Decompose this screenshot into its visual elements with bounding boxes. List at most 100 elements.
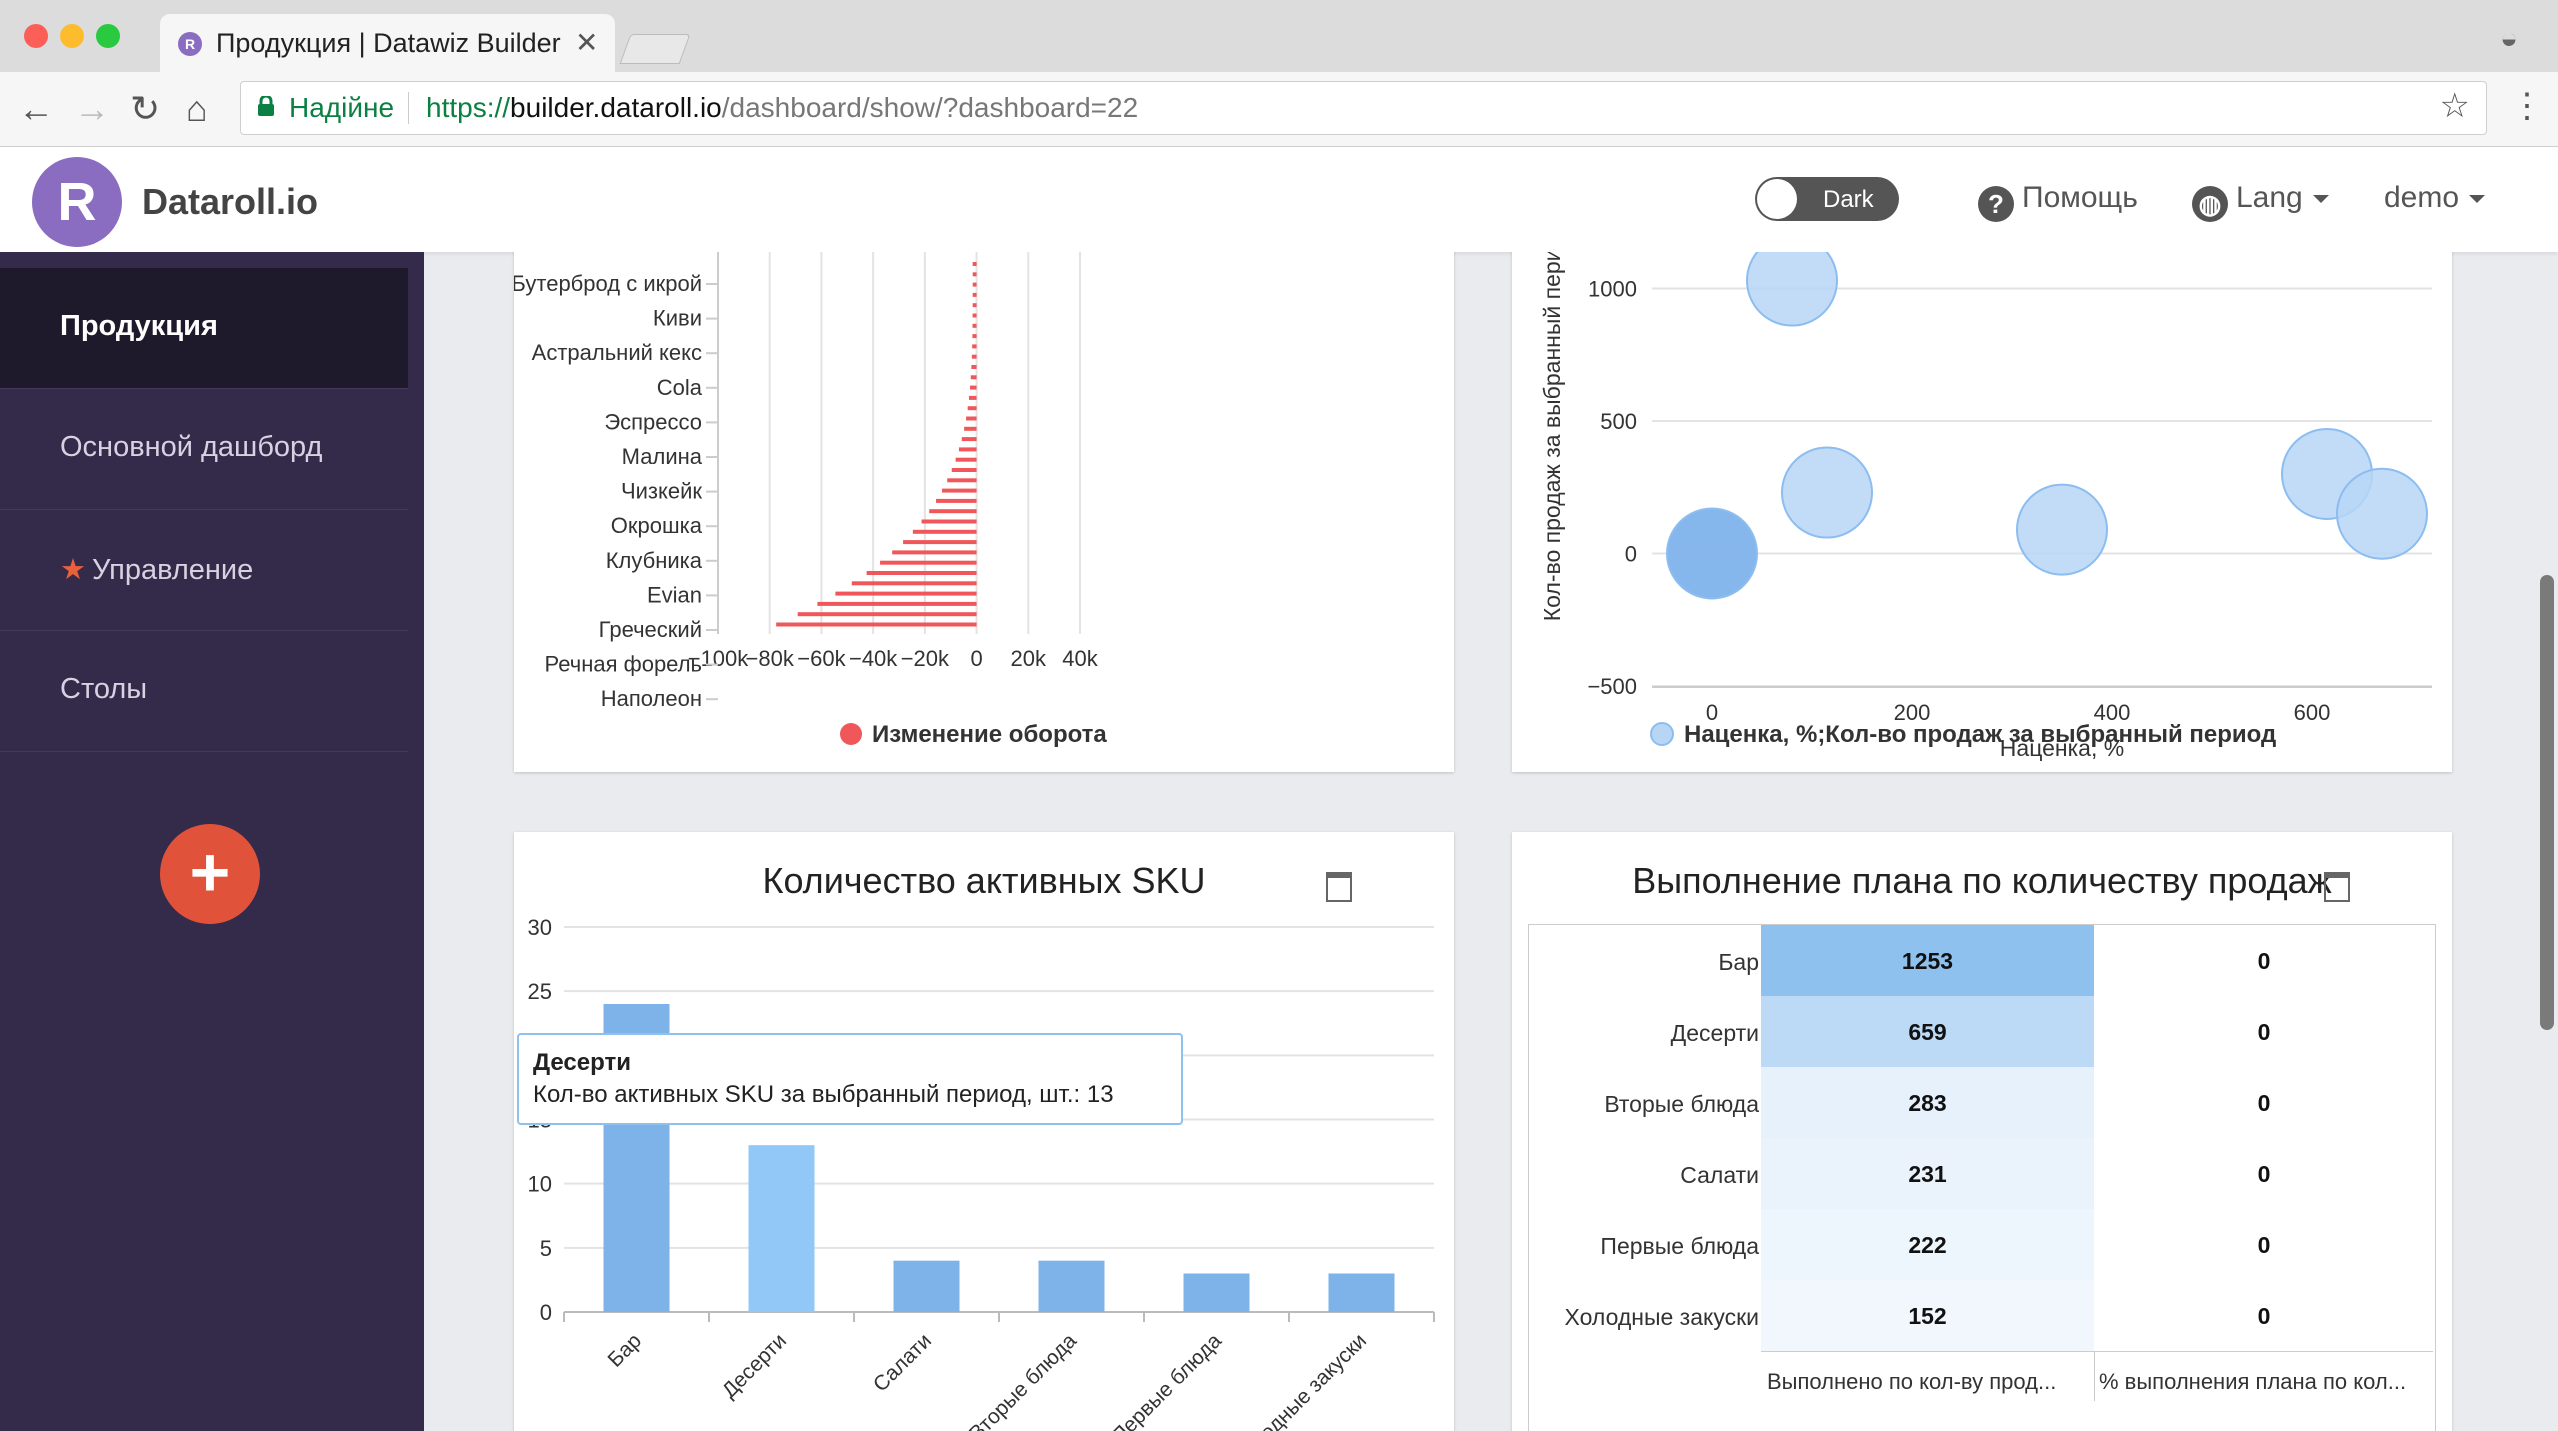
legend-label: Наценка, %;Кол-во продаж за выбранный пе…: [1684, 721, 2276, 748]
bar: [968, 395, 977, 400]
y-tick-label: Окрошка: [611, 513, 703, 538]
url-text[interactable]: https://builder.dataroll.io/dashboard/sh…: [426, 92, 1139, 123]
x-axis-title: Наценка, %: [2000, 735, 2124, 761]
y-tick-label: 30: [528, 915, 552, 940]
bar: [961, 437, 977, 442]
table-cell-done: 1253: [1761, 925, 2094, 997]
tab-title: Продукция | Datawiz Builder: [216, 28, 561, 58]
bar: [893, 1260, 960, 1312]
brand-name[interactable]: Dataroll.io: [142, 181, 319, 222]
close-window-button[interactable]: [24, 24, 48, 48]
reload-icon[interactable]: ↻: [130, 88, 161, 129]
table-cell-pct: 0: [2257, 1161, 2271, 1187]
table-cell-done: 152: [1761, 1280, 2094, 1352]
x-tick-label: Вторые блюда: [965, 1329, 1081, 1431]
bar: [970, 375, 977, 380]
column-header-done[interactable]: Выполнено по кол-ву прод...: [1767, 1369, 2057, 1394]
table-cell-done: 659: [1761, 996, 2094, 1068]
chevron-down-icon: [2312, 195, 2329, 204]
dark-mode-toggle[interactable]: Dark: [1755, 177, 1899, 221]
y-tick-label: Астральний кекс: [532, 340, 702, 365]
address-bar[interactable]: Надійне https://builder.dataroll.io/dash…: [240, 81, 2487, 135]
forward-icon[interactable]: →: [74, 88, 110, 129]
y-tick-label: 10: [528, 1172, 552, 1197]
calendar-icon[interactable]: [2324, 872, 2350, 902]
x-tick-label: Холодные закуски: [1229, 1329, 1371, 1431]
tooltip-title: Десерти: [533, 1049, 631, 1076]
y-tick-label: 0: [540, 1300, 552, 1325]
bar: [817, 601, 977, 606]
help-icon: ?: [1978, 186, 2014, 222]
chart-tooltip: Десерти Кол-во активных SKU за выбранный…: [517, 1033, 1183, 1125]
close-tab-icon[interactable]: ✕: [575, 27, 599, 58]
y-tick-label: Эспрессо: [604, 409, 702, 434]
y-tick-label: 0: [1625, 542, 1637, 567]
bar: [921, 519, 977, 524]
y-tick-label: Клубника: [606, 548, 703, 573]
x-tick-label: 40k: [1062, 646, 1098, 671]
calendar-icon[interactable]: [1326, 872, 1352, 902]
y-tick-label: Наполеон: [601, 686, 702, 711]
table-row-label: Бар: [1718, 949, 1759, 975]
bubble-chart: 1000 500 0 −500 0 200 400 600 Наценка, % Кол-во п…: [1539, 252, 2432, 761]
user-dropdown[interactable]: demo: [2384, 181, 2486, 215]
add-dashboard-button[interactable]: +: [160, 824, 260, 924]
bar: [972, 272, 977, 277]
bar: [972, 292, 977, 297]
table-cell-pct: 0: [2257, 948, 2271, 974]
bubble-point: [1781, 446, 1873, 539]
maximize-window-button[interactable]: [96, 24, 120, 48]
legend-marker: [840, 723, 862, 745]
bubble-point: [2016, 483, 2108, 576]
bar: [972, 262, 977, 266]
table-row-label: Холодные закуски: [1564, 1304, 1759, 1330]
y-tick-label: Речная форель: [545, 652, 702, 677]
logo[interactable]: R: [32, 157, 122, 247]
bar: [1183, 1273, 1250, 1312]
lang-dropdown[interactable]: ◍ Lang: [2192, 181, 2329, 222]
sidebar-item-tables[interactable]: Столы: [0, 631, 408, 752]
app-header: R Dataroll.io Dark ? Помощь ◍ Lang demo: [0, 147, 2558, 252]
x-tick-label: Бар: [604, 1329, 647, 1372]
bar: [903, 540, 977, 545]
bar: [892, 550, 977, 555]
panel-active-sku: Количество активных SKU 302520151050БарД…: [514, 832, 1454, 1431]
bar: [776, 622, 977, 627]
bar: [967, 406, 977, 411]
favicon-icon: R: [178, 32, 202, 56]
bar: [912, 529, 977, 534]
table-row-label: Вторые блюда: [1604, 1091, 1759, 1117]
y-tick-label: Evian: [647, 582, 702, 607]
new-tab-button[interactable]: [619, 34, 691, 64]
page-scrollbar[interactable]: [2540, 575, 2554, 1030]
turnover-chart: −100k−80k −60k −40k −20k 0 20k 40k Бутерброд с …: [511, 252, 1107, 748]
bar: [972, 303, 977, 308]
table-row-label: Десерти: [1670, 1020, 1759, 1046]
y-tick-label: Cola: [657, 375, 703, 400]
sidebar-item-main-dashboard[interactable]: Основной дашборд: [0, 389, 408, 510]
bar: [971, 365, 977, 369]
column-header-pct[interactable]: % выполнения плана по кол...: [2099, 1369, 2407, 1394]
x-tick-label: −20k: [901, 646, 950, 671]
sidebar-item-products[interactable]: Продукция: [0, 268, 408, 389]
help-link[interactable]: ? Помощь: [1978, 181, 2138, 222]
x-tick-label: −60k: [797, 646, 846, 671]
chevron-down-icon: [2469, 195, 2486, 204]
browser-tab[interactable]: R Продукция | Datawiz Builder ✕: [160, 14, 615, 72]
back-icon[interactable]: ←: [18, 88, 54, 129]
x-tick-label: 400: [2094, 700, 2131, 725]
table-cell-pct: 0: [2257, 1232, 2271, 1258]
bar: [866, 571, 977, 575]
y-tick-label: Греческий: [599, 617, 702, 642]
sidebar-item-management[interactable]: ★ Управление: [0, 510, 408, 631]
x-tick-label: 0: [1706, 700, 1718, 725]
browser-toolbar: ← → ↻ ⌂ Надійне https://builder.dataroll…: [0, 72, 2558, 147]
minimize-window-button[interactable]: [60, 24, 84, 48]
browser-menu-icon[interactable]: ⋮: [2510, 87, 2544, 125]
bar: [1328, 1273, 1395, 1312]
y-axis-title: Кол-во продаж за выбранный период: [1539, 252, 1565, 621]
tooltip-body: Кол-во активных SKU за выбранный период,…: [533, 1081, 1114, 1108]
bookmark-star-icon[interactable]: ☆: [2439, 87, 2470, 125]
bar: [880, 560, 977, 565]
home-icon[interactable]: ⌂: [186, 88, 208, 129]
